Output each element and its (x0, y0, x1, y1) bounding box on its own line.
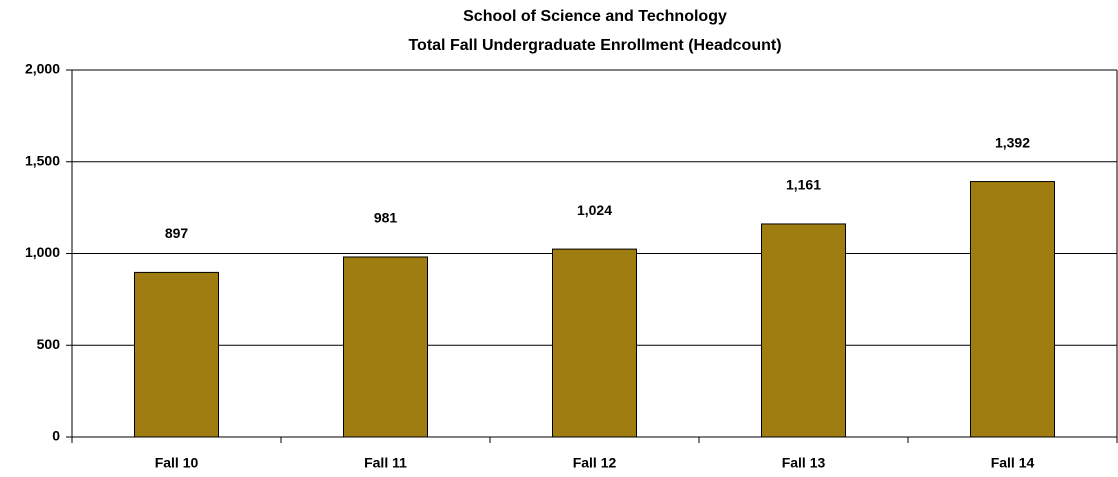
x-tick-label: Fall 11 (364, 455, 407, 471)
x-tick-label: Fall 12 (573, 455, 617, 471)
bar (970, 181, 1055, 438)
y-tick-label: 2,000 (25, 61, 60, 77)
y-tick-label: 1,500 (25, 152, 60, 168)
value-label: 1,161 (786, 177, 821, 193)
y-tick-label: 500 (37, 336, 61, 352)
bar (761, 223, 846, 438)
value-label: 1,024 (577, 202, 612, 218)
x-tick-label: Fall 13 (782, 455, 826, 471)
bar (552, 248, 637, 438)
x-tick-label: Fall 14 (991, 455, 1035, 471)
chart-title: School of Science and Technology (463, 8, 727, 25)
value-label: 1,392 (995, 134, 1030, 150)
bar (134, 271, 219, 438)
y-tick-label: 0 (52, 428, 60, 444)
value-label: 897 (165, 225, 189, 241)
value-label: 981 (374, 210, 398, 226)
chart-subtitle: Total Fall Undergraduate Enrollment (Hea… (408, 37, 781, 54)
y-tick-label: 1,000 (25, 244, 60, 260)
bar (343, 256, 428, 438)
x-tick-label: Fall 10 (155, 455, 199, 471)
